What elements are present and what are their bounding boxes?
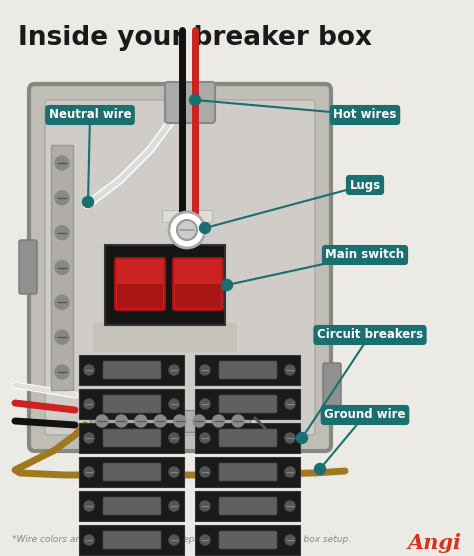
Circle shape xyxy=(82,196,93,207)
Circle shape xyxy=(169,501,179,511)
Circle shape xyxy=(200,501,210,511)
FancyBboxPatch shape xyxy=(162,210,212,222)
Circle shape xyxy=(135,415,147,427)
FancyBboxPatch shape xyxy=(323,363,341,417)
Circle shape xyxy=(200,365,210,375)
Circle shape xyxy=(285,365,295,375)
Text: *Wire colors and part locations vary depending on your breaker box setup.: *Wire colors and part locations vary dep… xyxy=(12,535,351,544)
FancyBboxPatch shape xyxy=(19,240,37,294)
Circle shape xyxy=(169,433,179,443)
Circle shape xyxy=(84,399,94,409)
Circle shape xyxy=(285,501,295,511)
FancyBboxPatch shape xyxy=(103,361,161,379)
Circle shape xyxy=(154,415,166,427)
FancyBboxPatch shape xyxy=(219,497,277,515)
FancyBboxPatch shape xyxy=(195,457,300,487)
FancyBboxPatch shape xyxy=(219,429,277,447)
Circle shape xyxy=(200,467,210,477)
FancyBboxPatch shape xyxy=(103,531,161,549)
FancyBboxPatch shape xyxy=(219,463,277,481)
Circle shape xyxy=(169,399,179,409)
Text: Hot wires: Hot wires xyxy=(333,108,397,122)
FancyBboxPatch shape xyxy=(79,389,184,419)
FancyBboxPatch shape xyxy=(195,389,300,419)
Circle shape xyxy=(285,433,295,443)
FancyBboxPatch shape xyxy=(93,323,237,352)
Text: Ground wire: Ground wire xyxy=(324,409,406,421)
FancyBboxPatch shape xyxy=(165,82,215,123)
FancyBboxPatch shape xyxy=(29,84,331,451)
Circle shape xyxy=(200,222,210,234)
Circle shape xyxy=(55,330,69,344)
Circle shape xyxy=(84,433,94,443)
FancyBboxPatch shape xyxy=(219,395,277,413)
Circle shape xyxy=(200,433,210,443)
Circle shape xyxy=(116,415,128,427)
FancyBboxPatch shape xyxy=(79,525,184,555)
FancyBboxPatch shape xyxy=(79,457,184,487)
Text: Lugs: Lugs xyxy=(349,178,381,191)
FancyBboxPatch shape xyxy=(219,531,277,549)
Circle shape xyxy=(169,467,179,477)
Circle shape xyxy=(212,415,225,427)
Circle shape xyxy=(55,365,69,379)
Text: Angi: Angi xyxy=(408,533,462,553)
Circle shape xyxy=(84,535,94,545)
Circle shape xyxy=(232,415,244,427)
Text: Inside your breaker box: Inside your breaker box xyxy=(18,25,372,51)
FancyBboxPatch shape xyxy=(51,145,73,390)
Circle shape xyxy=(285,467,295,477)
FancyBboxPatch shape xyxy=(103,497,161,515)
Circle shape xyxy=(221,280,233,290)
Circle shape xyxy=(84,501,94,511)
Circle shape xyxy=(55,261,69,275)
Text: Main switch: Main switch xyxy=(326,249,405,261)
FancyBboxPatch shape xyxy=(115,258,165,310)
Circle shape xyxy=(96,415,108,427)
FancyBboxPatch shape xyxy=(195,355,300,385)
FancyBboxPatch shape xyxy=(105,245,225,325)
Circle shape xyxy=(200,535,210,545)
Circle shape xyxy=(169,212,205,248)
Circle shape xyxy=(84,365,94,375)
Circle shape xyxy=(55,226,69,240)
Circle shape xyxy=(297,433,308,444)
Text: Neutral wire: Neutral wire xyxy=(49,108,131,122)
FancyBboxPatch shape xyxy=(195,525,300,555)
Text: Circuit breakers: Circuit breakers xyxy=(317,329,423,341)
Circle shape xyxy=(169,535,179,545)
Circle shape xyxy=(173,415,186,427)
Circle shape xyxy=(285,535,295,545)
FancyBboxPatch shape xyxy=(117,284,163,308)
FancyBboxPatch shape xyxy=(195,491,300,521)
FancyBboxPatch shape xyxy=(79,491,184,521)
FancyBboxPatch shape xyxy=(79,355,184,385)
Circle shape xyxy=(285,399,295,409)
Circle shape xyxy=(315,464,326,474)
FancyBboxPatch shape xyxy=(195,423,300,453)
Circle shape xyxy=(169,365,179,375)
Circle shape xyxy=(55,156,69,170)
Circle shape xyxy=(55,295,69,309)
Circle shape xyxy=(190,95,201,106)
FancyBboxPatch shape xyxy=(103,429,161,447)
Circle shape xyxy=(193,415,205,427)
FancyBboxPatch shape xyxy=(173,258,223,310)
Circle shape xyxy=(84,467,94,477)
Circle shape xyxy=(177,220,197,240)
FancyBboxPatch shape xyxy=(79,423,184,453)
FancyBboxPatch shape xyxy=(103,395,161,413)
FancyBboxPatch shape xyxy=(45,100,315,435)
FancyBboxPatch shape xyxy=(90,410,250,432)
Circle shape xyxy=(200,399,210,409)
Circle shape xyxy=(55,191,69,205)
FancyBboxPatch shape xyxy=(175,284,221,308)
FancyBboxPatch shape xyxy=(219,361,277,379)
FancyBboxPatch shape xyxy=(103,463,161,481)
